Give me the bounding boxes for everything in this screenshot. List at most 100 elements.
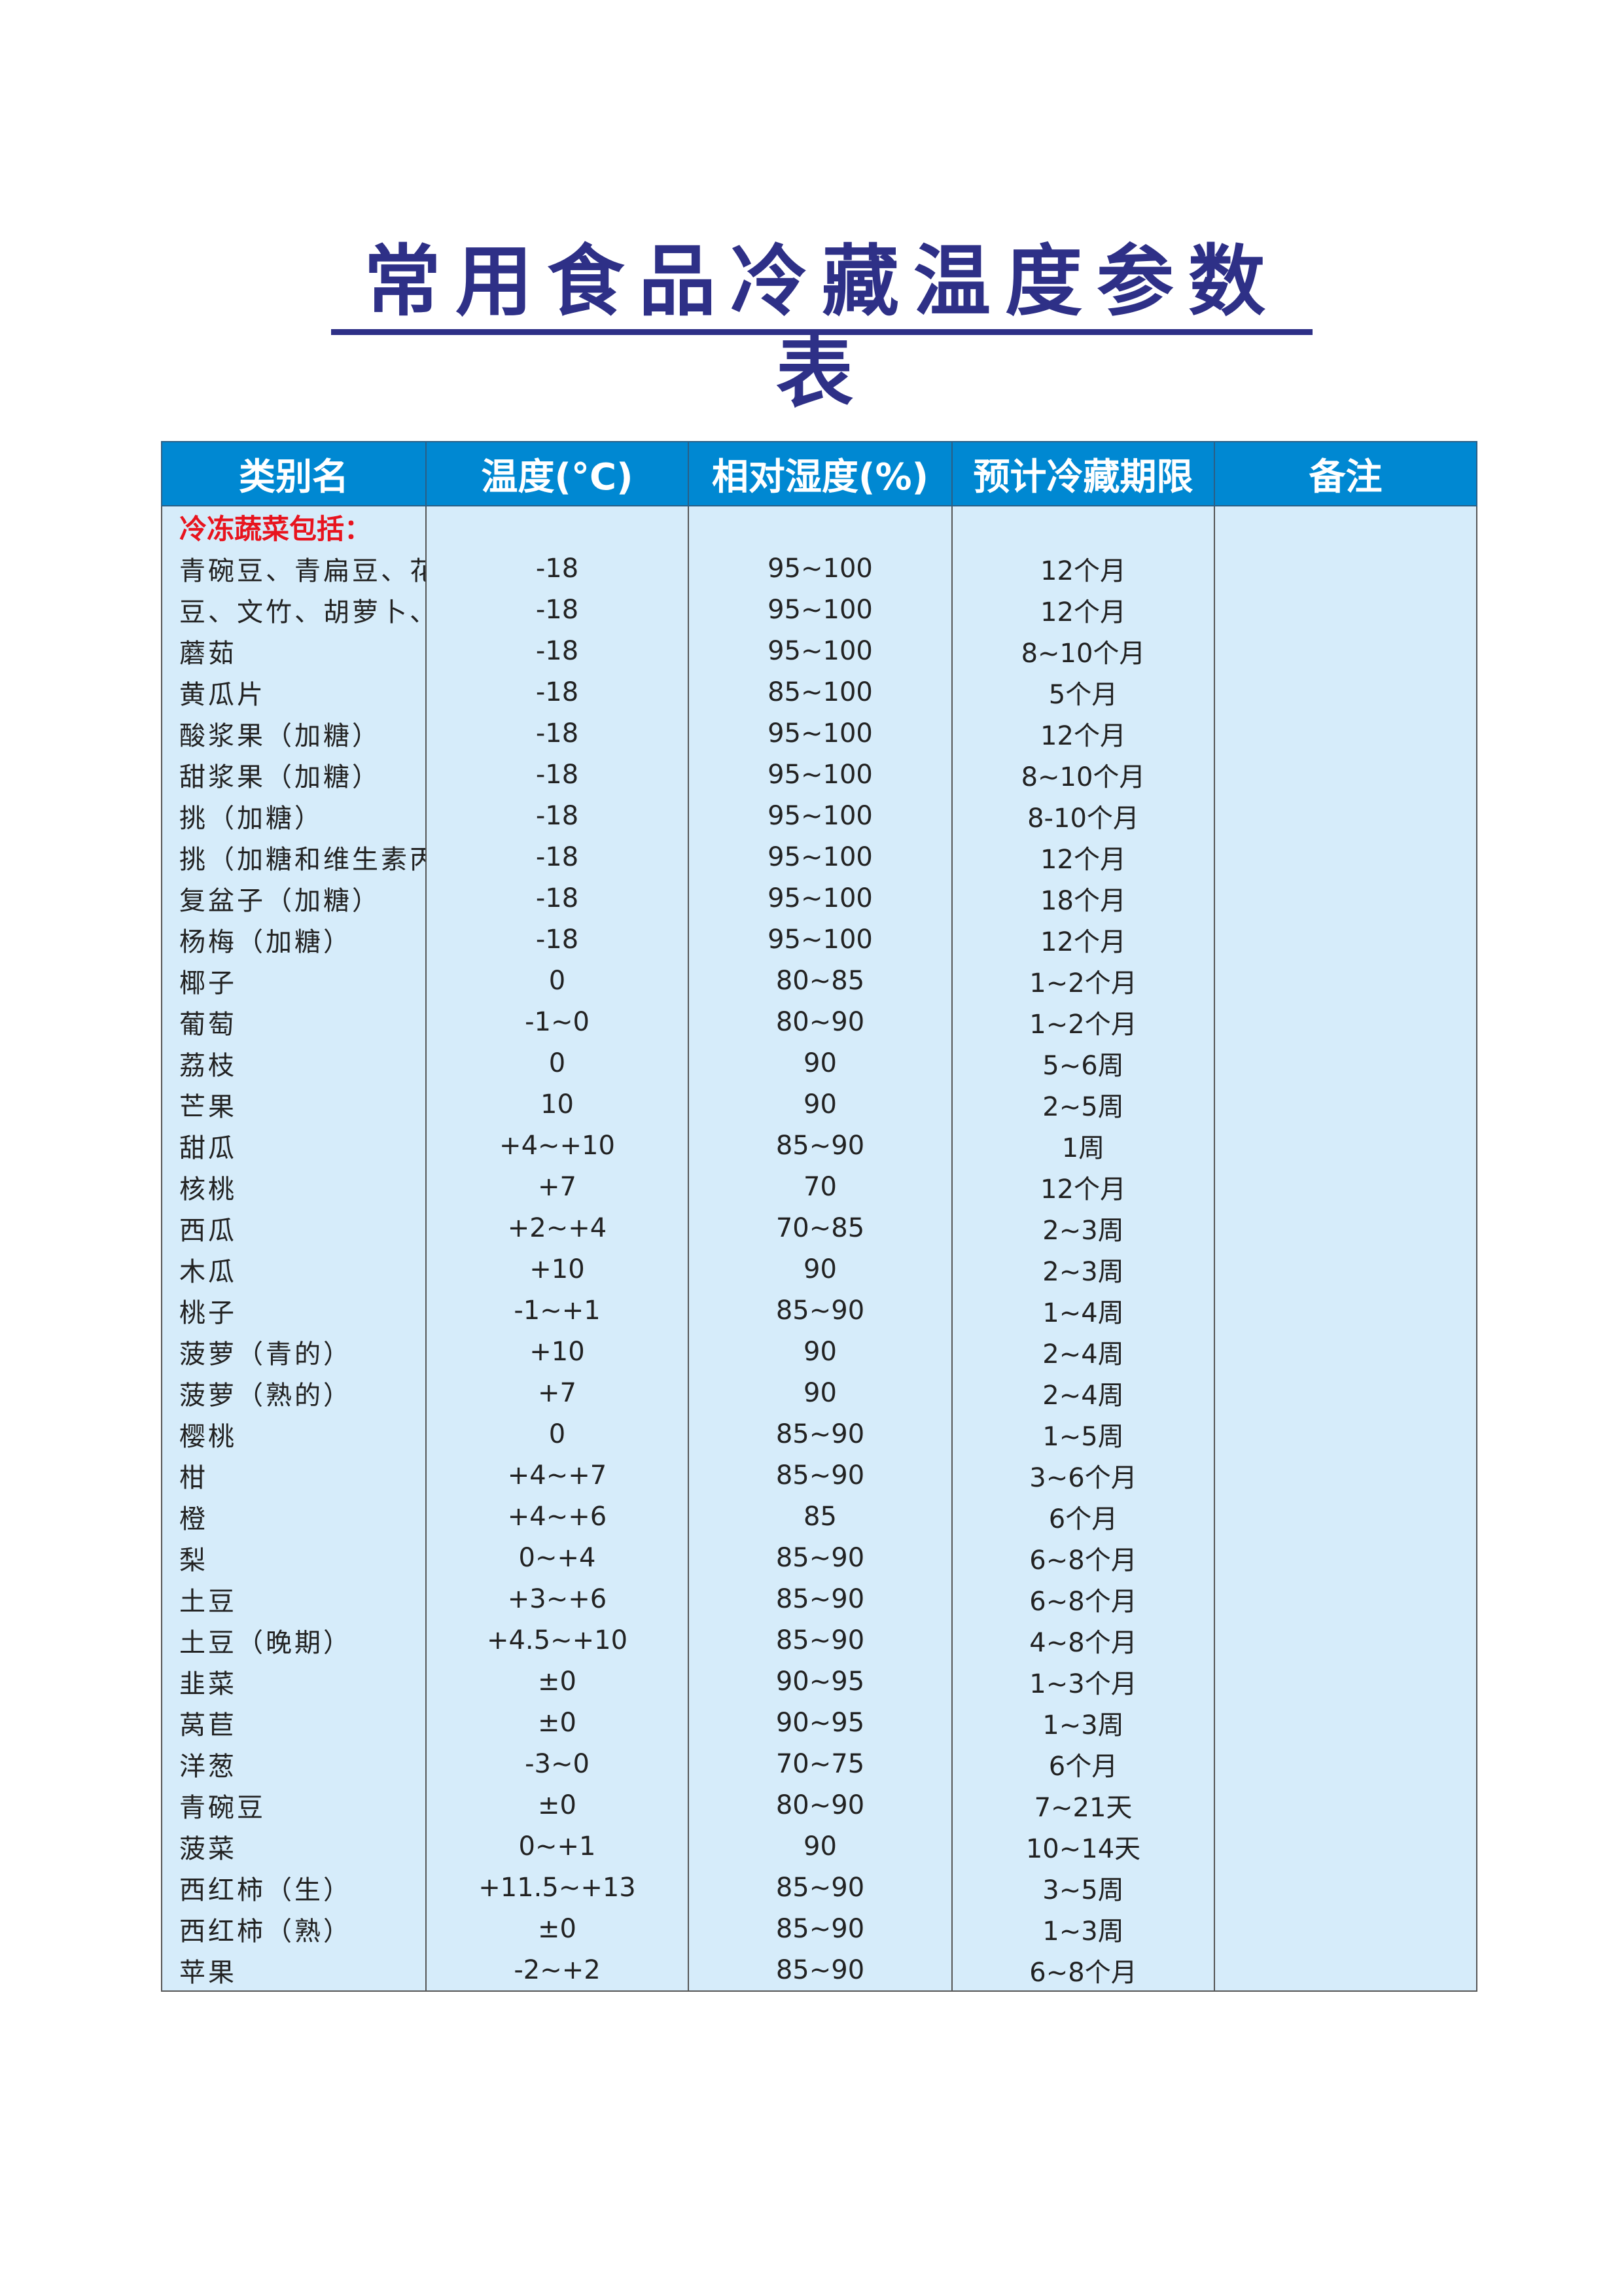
- table-row: 土豆（晚期） +4.5~+10 85~90 4~8个月: [161, 1619, 1477, 1661]
- cell-humidity: 90: [688, 1248, 953, 1290]
- cell-category: 韭菜: [161, 1661, 427, 1702]
- cell-storage-period: 6个月: [951, 1496, 1215, 1537]
- cell-storage-period: 2~3周: [951, 1248, 1215, 1290]
- cell-storage-period: 12个月: [951, 919, 1215, 960]
- cell-category: 复盆子（加糖）: [161, 877, 427, 919]
- cell-temperature: +4~+6: [425, 1496, 689, 1537]
- table-row: 苹果 -2~+2 85~90 6~8个月: [161, 1949, 1477, 1992]
- cell-temperature: ±0: [425, 1908, 689, 1949]
- cell-category: 莴苣: [161, 1702, 427, 1743]
- table-row: 蘑茹 -18 95~100 8~10个月: [161, 630, 1477, 671]
- cell-storage-period: 5个月: [951, 671, 1215, 713]
- cell-humidity: 95~100: [688, 713, 953, 754]
- page-title: 常用食品冷藏温度参数表: [363, 236, 1280, 418]
- cell-temperature: +7: [425, 1372, 689, 1413]
- cell-humidity: 85~90: [688, 1949, 953, 1992]
- cell-humidity: 95~100: [688, 630, 953, 671]
- cell-storage-period: 2~3周: [951, 1207, 1215, 1248]
- table-row: 桃子 -1~+1 85~90 1~4周: [161, 1290, 1477, 1331]
- table-row: 梨 0~+4 85~90 6~8个月: [161, 1537, 1477, 1578]
- table-row: 橙 +4~+6 85 6个月: [161, 1496, 1477, 1537]
- cell-remarks: [1214, 1413, 1477, 1455]
- table-row: 芒果 10 90 2~5周: [161, 1084, 1477, 1125]
- table-row: 酸浆果（加糖） -18 95~100 12个月: [161, 713, 1477, 754]
- cell-category: 甜瓜: [161, 1125, 427, 1166]
- cell-storage-period: 1~3周: [951, 1702, 1215, 1743]
- cell-temperature: -18: [425, 671, 689, 713]
- table-row: 菠萝（熟的） +7 90 2~4周: [161, 1372, 1477, 1413]
- cell-storage-period: 12个月: [951, 589, 1215, 630]
- cell-humidity: 95~100: [688, 919, 953, 960]
- header-category: 类别名: [161, 441, 427, 506]
- cell-temperature: +10: [425, 1248, 689, 1290]
- cell-temperature: 0~+4: [425, 1537, 689, 1578]
- cell-temperature: -18: [425, 589, 689, 630]
- cell-category: 西红柿（熟）: [161, 1908, 427, 1949]
- cell-remarks: [1214, 1207, 1477, 1248]
- cell-remarks: [1214, 1619, 1477, 1661]
- cell-remarks: [1214, 671, 1477, 713]
- cell-category: 杨梅（加糖）: [161, 919, 427, 960]
- cell-storage-period: 6~8个月: [951, 1537, 1215, 1578]
- cell-remarks: [1214, 630, 1477, 671]
- table-row: 甜浆果（加糖） -18 95~100 8~10个月: [161, 754, 1477, 795]
- cell-temperature: -18: [425, 713, 689, 754]
- cell-temperature: -18: [425, 630, 689, 671]
- cell-category: 甜浆果（加糖）: [161, 754, 427, 795]
- cell-remarks: [1214, 1743, 1477, 1784]
- cell-category: 洋葱: [161, 1743, 427, 1784]
- table-header-row: 类别名 温度(°C) 相对湿度(%) 预计冷藏期限 备注: [161, 441, 1477, 506]
- cell-remarks: [1214, 1826, 1477, 1867]
- cell-temperature: +11.5~+13: [425, 1867, 689, 1908]
- header-storage-period: 预计冷藏期限: [951, 441, 1215, 506]
- cell-storage-period: 2~4周: [951, 1331, 1215, 1372]
- cell-storage-period: 1~5周: [951, 1413, 1215, 1455]
- cell-category: 柑: [161, 1455, 427, 1496]
- cell-remarks: [1214, 877, 1477, 919]
- cell-temperature: +4~+7: [425, 1455, 689, 1496]
- cell-humidity: 95~100: [688, 754, 953, 795]
- header-remarks: 备注: [1214, 441, 1477, 506]
- cell-category: 挑（加糖和维生素丙）: [161, 836, 427, 877]
- cell-temperature: +4~+10: [425, 1125, 689, 1166]
- cell-humidity: 95~100: [688, 795, 953, 836]
- cell-humidity: 95~100: [688, 877, 953, 919]
- table-row: 西红柿（熟） ±0 85~90 1~3周: [161, 1908, 1477, 1949]
- cell-humidity: 85~90: [688, 1619, 953, 1661]
- cell-remarks: [1214, 754, 1477, 795]
- storage-table: 类别名 温度(°C) 相对湿度(%) 预计冷藏期限 备注 冷冻蔬菜包括： 青碗豆…: [161, 441, 1477, 1992]
- table-row: 挑（加糖） -18 95~100 8-10个月: [161, 795, 1477, 836]
- table-row: 土豆 +3~+6 85~90 6~8个月: [161, 1578, 1477, 1619]
- cell-humidity: 95~100: [688, 548, 953, 589]
- cell-humidity: 95~100: [688, 836, 953, 877]
- cell-storage-period: 2~4周: [951, 1372, 1215, 1413]
- cell-category: 苹果: [161, 1949, 427, 1992]
- cell-remarks: [1214, 1661, 1477, 1702]
- cell-temperature: -18: [425, 754, 689, 795]
- cell-storage-period: 3~5周: [951, 1867, 1215, 1908]
- table-row: 木瓜 +10 90 2~3周: [161, 1248, 1477, 1290]
- cell-storage-period: 12个月: [951, 836, 1215, 877]
- cell-humidity: 85~90: [688, 1537, 953, 1578]
- cell-category: 芒果: [161, 1084, 427, 1125]
- cell-humidity: 90~95: [688, 1661, 953, 1702]
- cell-storage-period: 8-10个月: [951, 795, 1215, 836]
- table-row: 柑 +4~+7 85~90 3~6个月: [161, 1455, 1477, 1496]
- cell-remarks: [1214, 1042, 1477, 1084]
- cell-remarks: [1214, 836, 1477, 877]
- cell-humidity: 85~90: [688, 1867, 953, 1908]
- cell-temperature: 0: [425, 1413, 689, 1455]
- cell-humidity: 80~90: [688, 1784, 953, 1826]
- cell-storage-period: 2~5周: [951, 1084, 1215, 1125]
- cell-humidity: 70: [688, 1166, 953, 1207]
- cell-remarks: [1214, 1702, 1477, 1743]
- cell-remarks: [1214, 960, 1477, 1001]
- cell-humidity: 90~95: [688, 1702, 953, 1743]
- cell-remarks: [1214, 1784, 1477, 1826]
- cell-humidity: 80~85: [688, 960, 953, 1001]
- cell-temperature: -18: [425, 919, 689, 960]
- cell-temperature: +7: [425, 1166, 689, 1207]
- cell-humidity: 80~90: [688, 1001, 953, 1042]
